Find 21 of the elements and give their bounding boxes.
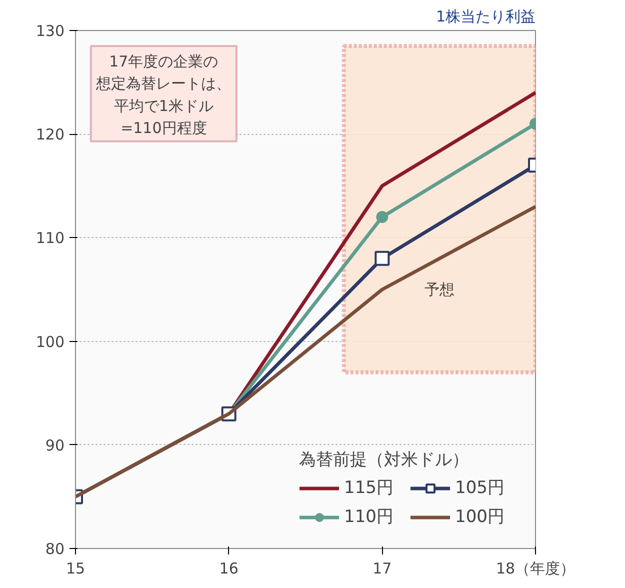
y-tick-label: 120	[36, 126, 65, 144]
y-tick-label: 90	[45, 436, 65, 454]
legend-title: 為替前提（対米ドル）	[299, 449, 470, 471]
legend-label: 105円	[455, 477, 506, 499]
legend-label: 100円	[455, 506, 506, 528]
y-tick-label: 130	[36, 22, 65, 40]
annotation: =110円程度	[120, 119, 207, 138]
x-tick-label: 18（年度）	[496, 560, 576, 578]
y-tick-label: 110	[36, 229, 65, 248]
annotation: 17年度の企業の	[109, 52, 218, 70]
y-tick-label: 80	[45, 540, 65, 558]
band-label: 予想	[424, 280, 455, 298]
chart-title: 1株当たり利益	[436, 8, 536, 26]
x-tick-label: 16	[219, 560, 238, 578]
x-tick-label: 15	[66, 560, 86, 578]
annotation: 想定為替レートは、	[95, 74, 232, 93]
x-tick-label: 17	[372, 560, 392, 578]
y-tick-label: 100	[36, 332, 65, 351]
annotation: 平均で1米ドル	[114, 96, 214, 115]
legend-label: 115円	[344, 477, 394, 499]
legend-label: 110円	[344, 506, 394, 528]
